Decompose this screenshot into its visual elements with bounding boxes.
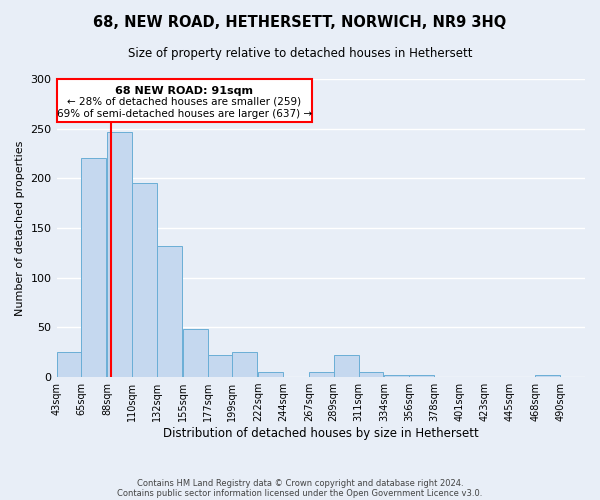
- Bar: [208, 355, 232, 377]
- Bar: [409, 375, 434, 377]
- Bar: [359, 372, 383, 377]
- Bar: [309, 372, 334, 377]
- Bar: [132, 184, 157, 377]
- Text: Contains public sector information licensed under the Open Government Licence v3: Contains public sector information licen…: [118, 488, 482, 498]
- Bar: [258, 372, 283, 377]
- Bar: [183, 330, 208, 377]
- Bar: [232, 352, 257, 377]
- Text: 68 NEW ROAD: 91sqm: 68 NEW ROAD: 91sqm: [115, 86, 253, 96]
- Bar: [157, 246, 182, 377]
- Text: 69% of semi-detached houses are larger (637) →: 69% of semi-detached houses are larger (…: [57, 109, 312, 119]
- Text: Contains HM Land Registry data © Crown copyright and database right 2024.: Contains HM Land Registry data © Crown c…: [137, 478, 463, 488]
- FancyBboxPatch shape: [56, 79, 313, 122]
- Text: Size of property relative to detached houses in Hethersett: Size of property relative to detached ho…: [128, 48, 472, 60]
- Text: ← 28% of detached houses are smaller (259): ← 28% of detached houses are smaller (25…: [67, 97, 301, 107]
- X-axis label: Distribution of detached houses by size in Hethersett: Distribution of detached houses by size …: [163, 427, 479, 440]
- Bar: [334, 355, 359, 377]
- Bar: [82, 158, 106, 377]
- Y-axis label: Number of detached properties: Number of detached properties: [15, 140, 25, 316]
- Text: 68, NEW ROAD, HETHERSETT, NORWICH, NR9 3HQ: 68, NEW ROAD, HETHERSETT, NORWICH, NR9 3…: [94, 15, 506, 30]
- Bar: [535, 375, 560, 377]
- Bar: [107, 132, 132, 377]
- Bar: [56, 352, 82, 377]
- Bar: [385, 375, 409, 377]
